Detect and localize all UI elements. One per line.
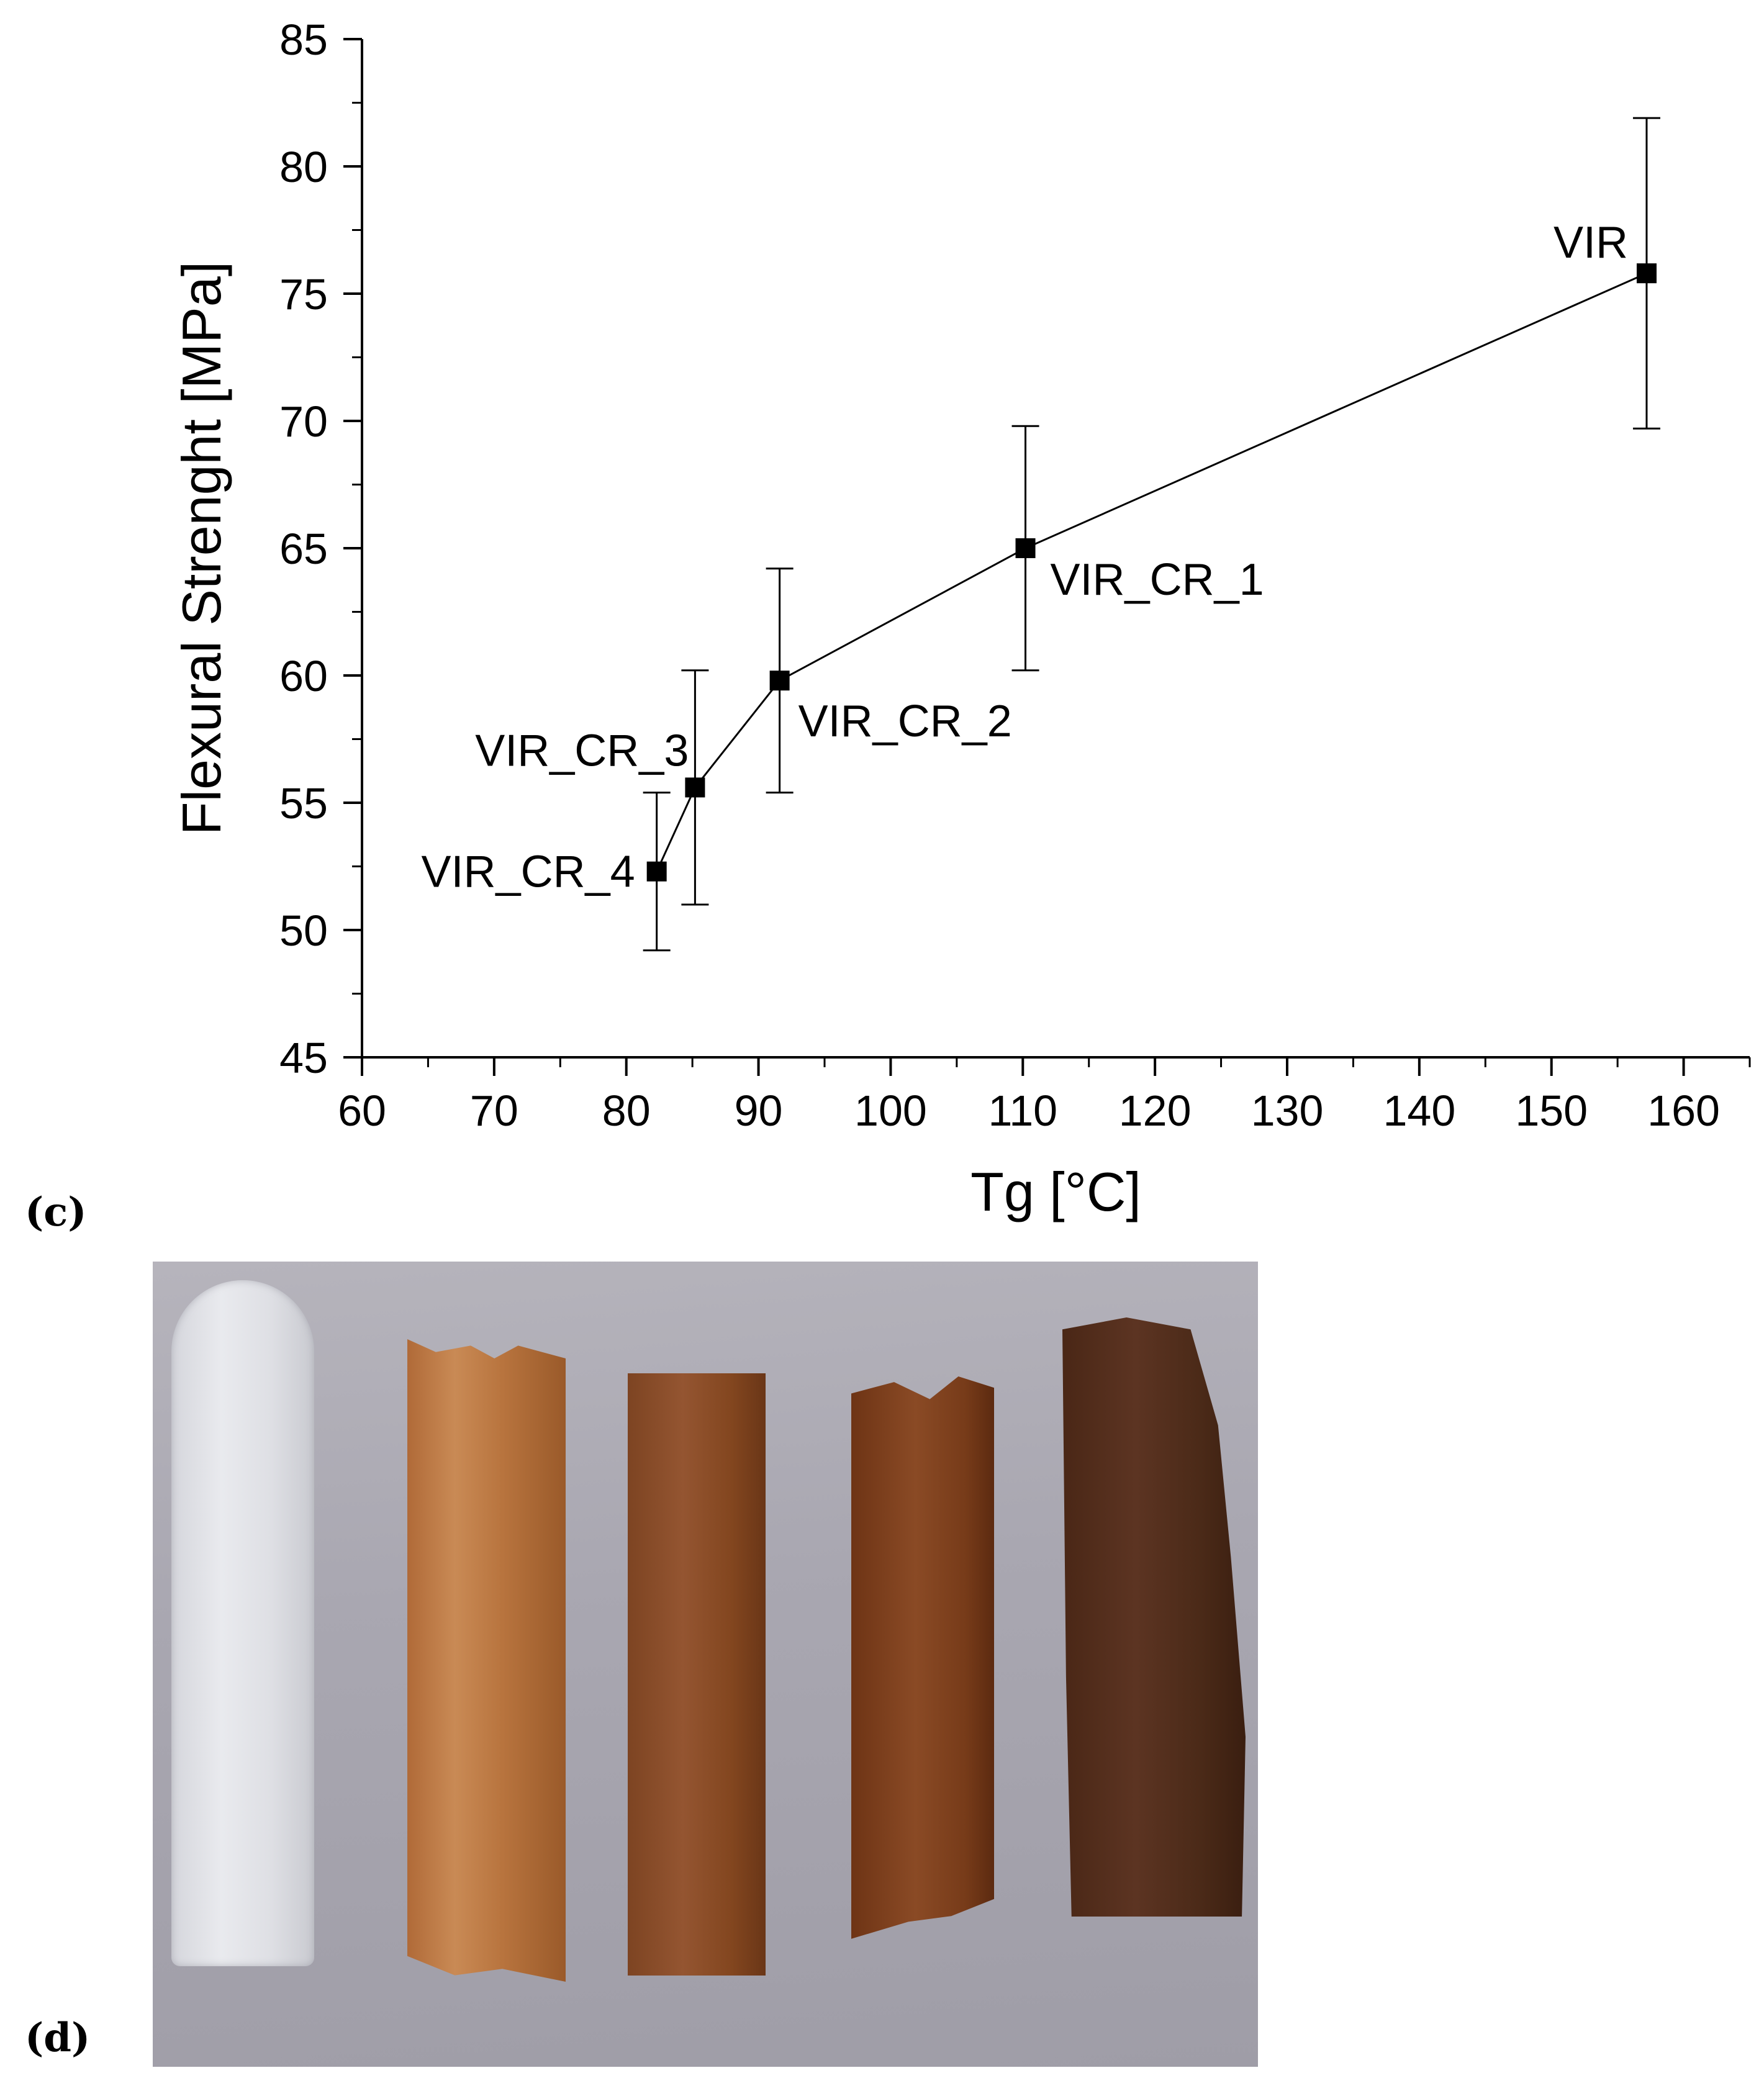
chart: 60 70 80 90 100 110 120 130 140 150 160 45 50 55 60 65 7… <box>171 16 1751 1222</box>
y-tick-label: 45 <box>279 1034 328 1082</box>
data-point <box>1636 263 1657 284</box>
x-tick-label: 100 <box>854 1086 927 1135</box>
specimen-strip-2 <box>407 1339 566 1982</box>
x-tick-label: 130 <box>1251 1086 1324 1135</box>
x-tick-label: 120 <box>1119 1086 1192 1135</box>
data-label: VIR_CR_4 <box>422 847 635 897</box>
y-tick-label: 85 <box>279 16 328 64</box>
specimen-strip-1 <box>171 1280 314 1966</box>
axes: 60 70 80 90 100 110 120 130 140 150 160 45 50 55 60 65 7… <box>279 16 1751 1135</box>
x-tick-label: 160 <box>1647 1086 1720 1135</box>
specimen-photo <box>153 1262 1258 2067</box>
y-tick-label: 65 <box>279 525 328 573</box>
y-tick-label: 70 <box>279 397 328 446</box>
data-point <box>646 861 667 882</box>
data-label: VIR_CR_2 <box>798 697 1012 746</box>
x-tick-label: 80 <box>602 1086 651 1135</box>
x-tick-label: 150 <box>1515 1086 1588 1135</box>
y-tick-label: 80 <box>279 143 328 191</box>
specimen-strip-4 <box>851 1376 994 1939</box>
data-label: VIR_CR_3 <box>475 726 689 775</box>
data-point <box>1015 538 1036 558</box>
x-tick-label: 70 <box>470 1086 518 1135</box>
data-label: VIR_CR_1 <box>1051 555 1264 605</box>
data-label: VIR <box>1554 218 1628 268</box>
panel-label-d: (d) <box>25 2015 91 2061</box>
y-tick-label: 60 <box>279 652 328 700</box>
x-tick-label: 90 <box>735 1086 783 1135</box>
y-axis-label: Flexural Strenght [MPa] <box>171 261 232 835</box>
y-tick-label: 50 <box>279 906 328 955</box>
x-axis-label: Tg [°C] <box>970 1161 1141 1222</box>
specimen-strip-5 <box>1062 1317 1246 1917</box>
y-tick-label: 75 <box>279 270 328 318</box>
panel-label-c: (c) <box>25 1189 87 1235</box>
data-point <box>769 671 790 691</box>
y-tick-label: 55 <box>279 779 328 828</box>
x-tick-label: 140 <box>1383 1086 1455 1135</box>
x-tick-label: 110 <box>988 1086 1057 1135</box>
x-tick-label: 60 <box>338 1086 386 1135</box>
specimen-strip-3 <box>628 1373 766 1976</box>
data-point <box>685 777 705 798</box>
chart-marks: VIR_CR_4 VIR_CR_3 VIR_CR_2 VIR_CR_1 VIR <box>422 117 1660 952</box>
